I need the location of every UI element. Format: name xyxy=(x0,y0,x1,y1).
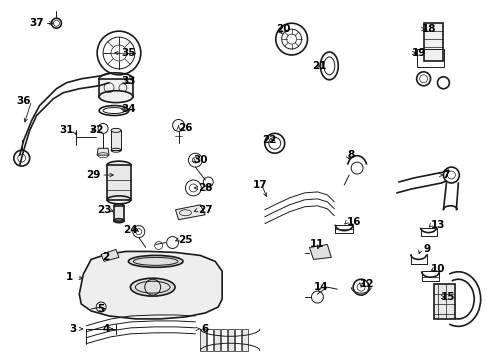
Text: 16: 16 xyxy=(346,217,361,227)
Text: 22: 22 xyxy=(262,135,277,145)
Text: 35: 35 xyxy=(122,48,136,58)
Text: 24: 24 xyxy=(123,225,138,235)
Polygon shape xyxy=(99,79,133,96)
Text: 10: 10 xyxy=(430,264,445,274)
Text: 18: 18 xyxy=(421,24,435,34)
Bar xyxy=(214,329,220,351)
Text: 23: 23 xyxy=(97,205,111,215)
Text: 37: 37 xyxy=(29,18,44,28)
Text: 9: 9 xyxy=(422,244,429,255)
Polygon shape xyxy=(101,249,119,261)
Text: 17: 17 xyxy=(252,180,266,190)
Text: 8: 8 xyxy=(347,150,354,160)
Text: 13: 13 xyxy=(430,220,445,230)
Text: 21: 21 xyxy=(311,61,326,71)
Text: 15: 15 xyxy=(440,292,455,302)
Bar xyxy=(242,329,247,351)
Bar xyxy=(111,130,121,150)
Ellipse shape xyxy=(130,278,175,296)
Text: 1: 1 xyxy=(65,272,73,282)
Ellipse shape xyxy=(128,255,183,267)
Bar xyxy=(114,206,123,221)
Text: 36: 36 xyxy=(17,96,31,105)
Text: 31: 31 xyxy=(59,125,74,135)
Bar xyxy=(221,329,226,351)
Ellipse shape xyxy=(99,91,133,103)
Text: 6: 6 xyxy=(201,324,208,334)
Polygon shape xyxy=(79,251,222,319)
Text: 4: 4 xyxy=(102,324,109,334)
Bar xyxy=(228,329,234,351)
Text: 11: 11 xyxy=(309,239,324,249)
Polygon shape xyxy=(175,205,205,220)
Text: 5: 5 xyxy=(97,304,104,314)
Text: 7: 7 xyxy=(442,170,449,180)
Polygon shape xyxy=(107,165,131,200)
Text: 32: 32 xyxy=(89,125,103,135)
Bar xyxy=(421,271,439,281)
Text: 20: 20 xyxy=(276,24,290,34)
Text: 28: 28 xyxy=(198,183,212,193)
Bar xyxy=(416,49,444,67)
Bar xyxy=(433,284,454,319)
Text: 29: 29 xyxy=(86,170,100,180)
Text: 19: 19 xyxy=(410,48,425,58)
Bar xyxy=(200,329,206,351)
Bar xyxy=(335,225,352,233)
Text: 25: 25 xyxy=(178,234,192,244)
Text: 2: 2 xyxy=(102,252,109,262)
Text: 30: 30 xyxy=(193,155,207,165)
Bar xyxy=(235,329,241,351)
Bar xyxy=(420,228,436,235)
Bar xyxy=(207,329,213,351)
Text: 26: 26 xyxy=(178,123,192,134)
Polygon shape xyxy=(309,244,331,260)
Text: 12: 12 xyxy=(359,279,373,289)
Ellipse shape xyxy=(107,161,131,169)
Text: 33: 33 xyxy=(122,76,136,86)
Ellipse shape xyxy=(111,129,121,132)
Text: 34: 34 xyxy=(122,104,136,113)
Bar xyxy=(423,23,443,61)
Text: 14: 14 xyxy=(313,282,328,292)
Text: 3: 3 xyxy=(70,324,77,334)
Polygon shape xyxy=(97,148,109,155)
Text: 27: 27 xyxy=(198,205,212,215)
